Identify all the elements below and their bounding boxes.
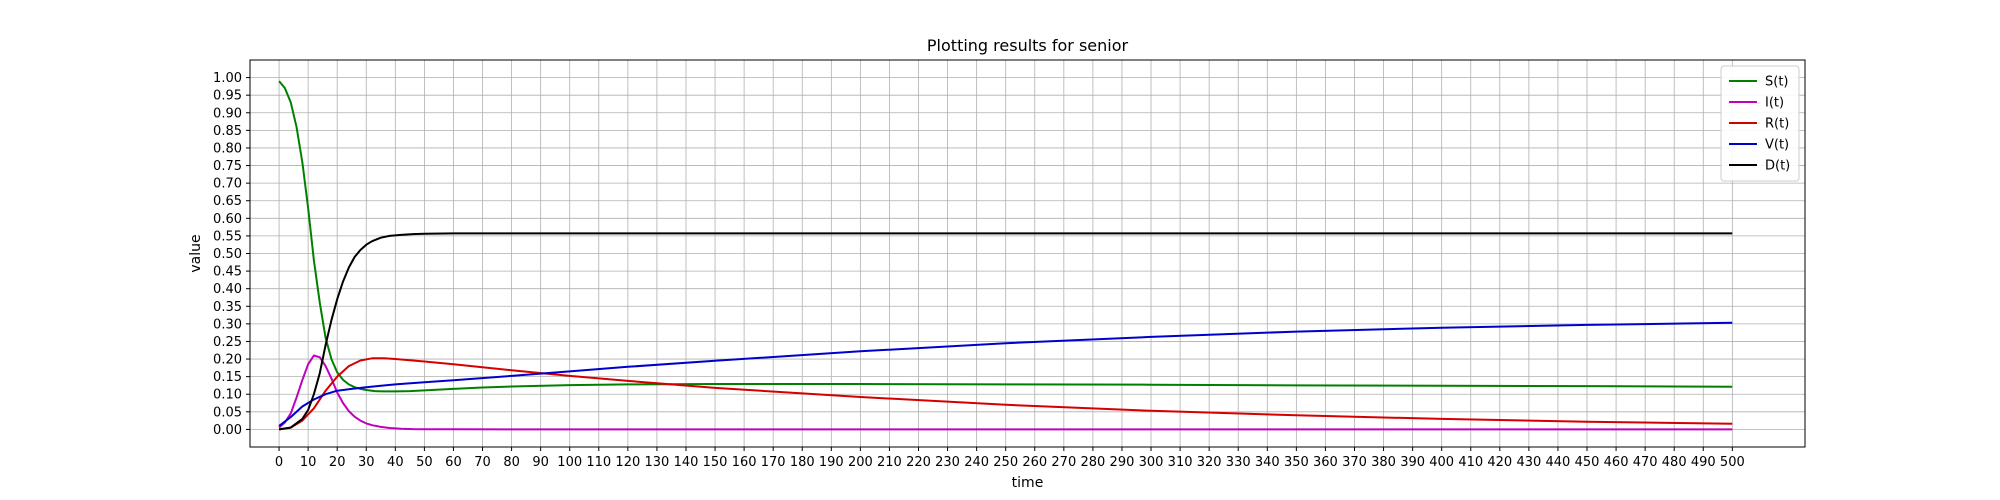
x-tick-label: 330 (1226, 455, 1251, 470)
x-tick-label: 400 (1429, 455, 1454, 470)
x-tick-label: 210 (877, 455, 902, 470)
y-tick-label: 0.40 (213, 282, 242, 297)
x-tick-label: 460 (1604, 455, 1629, 470)
y-tick-label: 0.15 (213, 370, 242, 385)
y-tick-label: 0.65 (213, 194, 242, 209)
legend-label: V(t) (1765, 138, 1789, 153)
x-tick-label: 310 (1168, 455, 1193, 470)
x-tick-label: 170 (761, 455, 786, 470)
x-tick-label: 320 (1197, 455, 1222, 470)
x-tick-label: 290 (1110, 455, 1135, 470)
series-line-st (278, 80, 1733, 393)
x-tick-label: 280 (1080, 455, 1105, 470)
x-tick-label: 270 (1051, 455, 1076, 470)
x-tick-label: 340 (1255, 455, 1280, 470)
series-line-vt (278, 321, 1733, 427)
y-tick-label: 0.35 (213, 300, 242, 315)
x-axis-label: time (1012, 475, 1044, 491)
x-tick-label: 60 (445, 455, 462, 470)
x-tick-label: 80 (503, 455, 520, 470)
series-line-dt (278, 232, 1733, 431)
x-tick-label: 190 (819, 455, 844, 470)
series-line-it (278, 354, 1733, 431)
y-tick-label: 0.85 (213, 124, 242, 139)
x-tick-label: 10 (300, 455, 317, 470)
x-tick-label: 140 (674, 455, 699, 470)
x-tick-label: 370 (1342, 455, 1367, 470)
legend: S(t) I(t) R(t) V(t) D(t) (1720, 65, 1800, 182)
x-tick-label: 120 (615, 455, 640, 470)
x-tick-label: 70 (474, 455, 491, 470)
x-tick-label: 490 (1691, 455, 1716, 470)
y-tick-label: 0.45 (213, 265, 242, 280)
x-tick-label: 160 (732, 455, 757, 470)
x-tick-label: 20 (329, 455, 346, 470)
x-tick-label: 300 (1139, 455, 1164, 470)
x-tick-label: 360 (1313, 455, 1338, 470)
y-axis: 0.00 0.05 0.10 0.15 0.20 0.25 0.30 0.35 0.40 0.45… (213, 71, 250, 438)
legend-box (1720, 65, 1800, 182)
y-tick-label: 0.20 (213, 353, 242, 368)
x-tick-label: 390 (1400, 455, 1425, 470)
x-tick-label: 450 (1575, 455, 1600, 470)
x-tick-label: 350 (1284, 455, 1309, 470)
x-tick-label: 230 (935, 455, 960, 470)
x-axis: 0 10 20 30 40 50 60 70 80 90 100 110 120 130 140 150 160… (275, 447, 1745, 470)
x-tick-label: 420 (1487, 455, 1512, 470)
y-tick-label: 1.00 (213, 71, 242, 86)
x-tick-label: 100 (557, 455, 582, 470)
series-lines (278, 80, 1733, 431)
y-tick-label: 0.90 (213, 106, 242, 121)
x-tick-label: 40 (387, 455, 404, 470)
y-tick-label: 0.95 (213, 89, 242, 104)
x-tick-label: 440 (1546, 455, 1571, 470)
x-tick-label: 240 (964, 455, 989, 470)
legend-label: R(t) (1765, 117, 1789, 132)
x-tick-label: 30 (358, 455, 375, 470)
x-tick-label: 220 (906, 455, 931, 470)
series-line-rt (278, 357, 1733, 431)
x-tick-label: 430 (1516, 455, 1541, 470)
x-tick-label: 260 (1022, 455, 1047, 470)
x-tick-label: 410 (1458, 455, 1483, 470)
x-tick-label: 500 (1720, 455, 1745, 470)
legend-label: I(t) (1765, 96, 1784, 111)
x-tick-label: 480 (1662, 455, 1687, 470)
x-tick-label: 200 (848, 455, 873, 470)
x-tick-label: 470 (1633, 455, 1658, 470)
x-tick-label: 250 (993, 455, 1018, 470)
legend-label: S(t) (1765, 75, 1789, 90)
y-tick-label: 0.25 (213, 335, 242, 350)
legend-label: D(t) (1765, 159, 1790, 174)
x-tick-label: 180 (790, 455, 815, 470)
x-tick-label: 380 (1371, 455, 1396, 470)
x-tick-label: 130 (645, 455, 670, 470)
y-tick-label: 0.55 (213, 229, 242, 244)
grid (250, 60, 1805, 447)
x-tick-label: 110 (586, 455, 611, 470)
x-tick-label: 150 (703, 455, 728, 470)
y-tick-label: 0.75 (213, 159, 242, 174)
y-tick-label: 0.60 (213, 212, 242, 227)
y-tick-label: 0.30 (213, 317, 242, 332)
chart-title: Plotting results for senior (927, 36, 1129, 55)
x-tick-label: 0 (275, 455, 283, 470)
x-tick-label: 50 (416, 455, 433, 470)
y-axis-label: value (188, 234, 204, 272)
y-tick-label: 0.10 (213, 388, 242, 403)
y-tick-label: 0.00 (213, 423, 242, 438)
y-tick-label: 0.05 (213, 405, 242, 420)
y-tick-label: 0.50 (213, 247, 242, 262)
x-tick-label: 90 (532, 455, 549, 470)
y-tick-label: 0.80 (213, 141, 242, 156)
y-tick-label: 0.70 (213, 177, 242, 192)
